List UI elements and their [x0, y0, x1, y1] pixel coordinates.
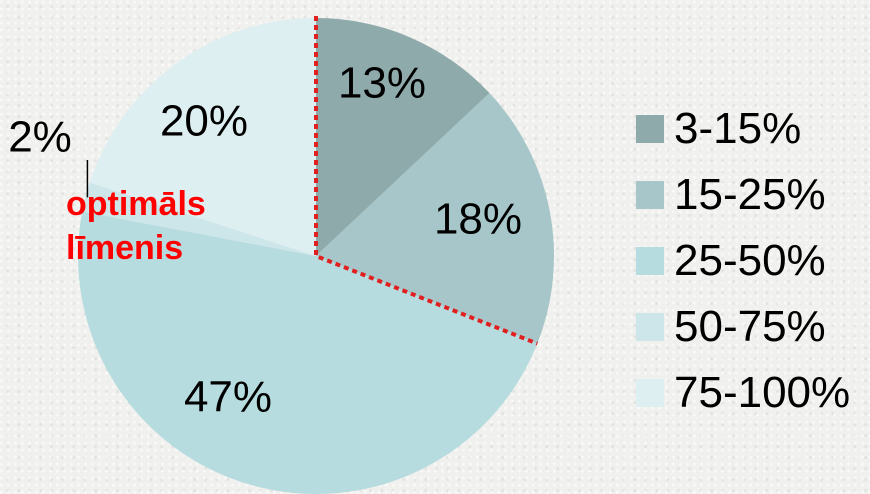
legend-swatch: [636, 115, 664, 143]
pie-slice-15-25%: [316, 93, 554, 344]
annotation-line-2: līmenis: [66, 229, 184, 267]
pie-slice-50-75%: [82, 182, 316, 256]
legend-label: 50-75%: [674, 302, 826, 351]
legend-item-3-15: 3-15%: [636, 96, 850, 162]
legend: 3-15% 15-25% 25-50% 50-75% 75-100%: [636, 96, 850, 426]
legend-swatch: [636, 379, 664, 407]
data-label-15-25%: 18%: [434, 195, 522, 244]
legend-label: 25-50%: [674, 236, 826, 285]
legend-swatch: [636, 313, 664, 341]
data-label-25-50%: 47%: [184, 373, 272, 422]
optimal-range-boundary: [314, 16, 539, 346]
annotation-line-1: optimāls: [66, 185, 206, 223]
legend-item-15-25: 15-25%: [636, 162, 850, 228]
pie-slice-25-50%: [78, 211, 538, 494]
legend-swatch: [636, 247, 664, 275]
optimal-level-annotation: optimāls līmenis: [66, 182, 206, 270]
legend-label: 3-15%: [674, 104, 802, 153]
legend-label: 75-100%: [674, 368, 851, 417]
legend-item-50-75: 50-75%: [636, 294, 850, 360]
pie-slice-75-100%: [89, 18, 316, 256]
legend-item-75-100: 75-100%: [636, 360, 850, 426]
legend-item-25-50: 25-50%: [636, 228, 850, 294]
data-label-75-100%: 20%: [160, 97, 248, 146]
data-label-3-15%: 13%: [338, 59, 426, 108]
data-label-50-75%: 2%: [8, 113, 72, 162]
pie-slice-3-15%: [316, 18, 490, 256]
legend-swatch: [636, 181, 664, 209]
legend-label: 15-25%: [674, 170, 826, 219]
